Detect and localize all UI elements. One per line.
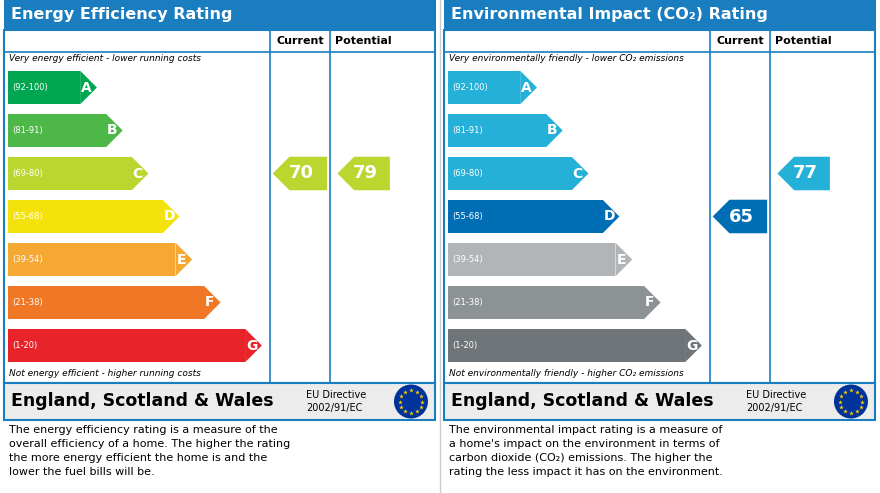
Text: D: D [164,210,175,223]
Bar [448,157,572,190]
Bar [4,383,435,420]
Text: (55-68): (55-68) [452,212,483,221]
Text: (39-54): (39-54) [12,255,42,264]
Bar [448,329,685,362]
Text: Environmental Impact (CO₂) Rating: Environmental Impact (CO₂) Rating [451,7,768,23]
Text: D: D [604,210,615,223]
Polygon shape [615,243,632,276]
Text: F: F [645,295,655,310]
Text: Not environmentally friendly - higher CO₂ emissions: Not environmentally friendly - higher CO… [449,369,684,378]
Polygon shape [777,157,830,190]
Polygon shape [163,200,180,233]
Text: 70: 70 [290,165,314,182]
Bar [4,0,436,30]
Polygon shape [603,200,620,233]
Text: (39-54): (39-54) [452,255,482,264]
Bar [448,243,615,276]
Polygon shape [546,114,562,147]
Text: E: E [617,252,626,267]
Circle shape [834,385,868,419]
Polygon shape [572,157,589,190]
Text: 77: 77 [793,165,818,182]
Text: (1-20): (1-20) [452,341,477,350]
Polygon shape [132,157,149,190]
Text: EU Directive
2002/91/EC: EU Directive 2002/91/EC [306,390,367,413]
Text: (21-38): (21-38) [452,298,483,307]
Text: (55-68): (55-68) [12,212,43,221]
Polygon shape [520,70,537,105]
Bar [448,200,603,233]
Text: F: F [205,295,215,310]
Text: England, Scotland & Wales: England, Scotland & Wales [451,392,714,411]
Polygon shape [713,200,767,233]
Bar [444,30,875,383]
Bar [8,286,204,319]
Text: (81-91): (81-91) [452,126,482,135]
Text: C: C [133,167,143,180]
Bar [8,329,245,362]
Bar [448,70,520,105]
Text: (92-100): (92-100) [452,83,488,92]
Text: Current: Current [276,36,324,46]
Text: EU Directive
2002/91/EC: EU Directive 2002/91/EC [746,390,807,413]
Text: (21-38): (21-38) [12,298,43,307]
Bar [8,114,106,147]
Polygon shape [273,157,327,190]
Text: C: C [573,167,583,180]
Polygon shape [685,329,702,362]
Text: The energy efficiency rating is a measure of the
overall efficiency of a home. T: The energy efficiency rating is a measur… [9,425,290,477]
Text: (69-80): (69-80) [452,169,483,178]
Text: (69-80): (69-80) [12,169,43,178]
Text: England, Scotland & Wales: England, Scotland & Wales [11,392,274,411]
Text: (92-100): (92-100) [12,83,48,92]
Text: Potential: Potential [775,36,832,46]
Text: (81-91): (81-91) [12,126,42,135]
Text: Energy Efficiency Rating: Energy Efficiency Rating [11,7,232,23]
Text: (1-20): (1-20) [12,341,37,350]
Bar [8,157,132,190]
Circle shape [394,385,428,419]
Text: B: B [106,124,118,138]
Text: Very environmentally friendly - lower CO₂ emissions: Very environmentally friendly - lower CO… [449,54,684,63]
Polygon shape [245,329,262,362]
Polygon shape [204,286,221,319]
Polygon shape [80,70,97,105]
Text: Current: Current [716,36,764,46]
Bar [444,383,875,420]
Text: 65: 65 [730,208,754,225]
Text: The environmental impact rating is a measure of
a home's impact on the environme: The environmental impact rating is a mea… [449,425,722,477]
Text: 79: 79 [353,165,378,182]
Bar [4,30,435,383]
Polygon shape [644,286,661,319]
Text: A: A [521,80,532,95]
Polygon shape [175,243,192,276]
Polygon shape [337,157,390,190]
Text: Not energy efficient - higher running costs: Not energy efficient - higher running co… [9,369,201,378]
Text: G: G [686,339,698,352]
Text: Very energy efficient - lower running costs: Very energy efficient - lower running co… [9,54,201,63]
Text: E: E [177,252,186,267]
Polygon shape [106,114,122,147]
Text: G: G [246,339,258,352]
Bar [8,243,175,276]
Bar [448,114,546,147]
Bar [444,0,876,30]
Text: B: B [546,124,558,138]
Text: Potential: Potential [335,36,392,46]
Bar [8,70,80,105]
Text: A: A [81,80,92,95]
Bar [448,286,644,319]
Bar [8,200,163,233]
